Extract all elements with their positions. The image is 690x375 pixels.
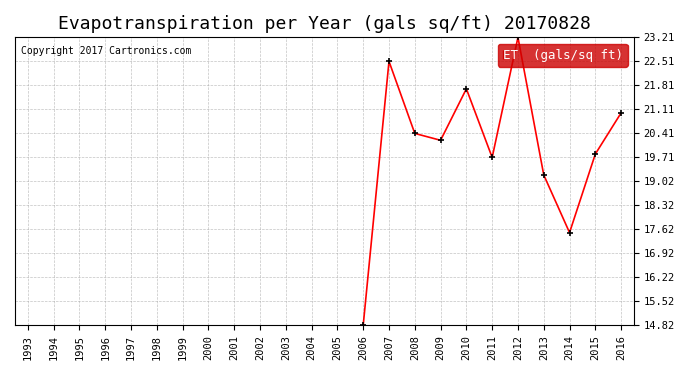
Legend: ET  (gals/sq ft): ET (gals/sq ft) — [497, 44, 628, 67]
Text: Copyright 2017 Cartronics.com: Copyright 2017 Cartronics.com — [21, 46, 192, 56]
Title: Evapotranspiration per Year (gals sq/ft) 20170828: Evapotranspiration per Year (gals sq/ft)… — [58, 15, 591, 33]
